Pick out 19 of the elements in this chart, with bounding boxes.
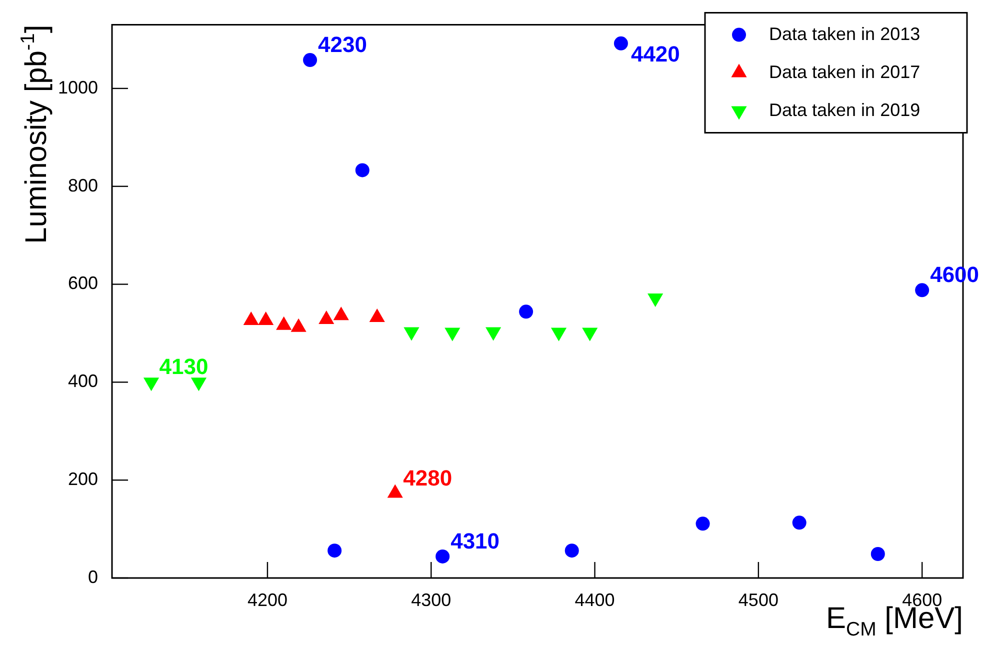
legend-label: Data taken in 2013	[769, 24, 920, 44]
y-tick-label: 800	[68, 175, 98, 196]
x-tick-label: 4500	[738, 590, 778, 610]
y-tick-label: 200	[68, 469, 98, 490]
x-tick-label: 4400	[574, 590, 615, 610]
x-tick-label: 4300	[411, 590, 452, 610]
x-tick-label: 4200	[247, 590, 288, 610]
annotation: 4310	[450, 528, 500, 554]
y-axis-title: Luminosity [pb-1]	[17, 24, 53, 244]
annotation: 4280	[403, 465, 452, 490]
annotation: 4230	[318, 32, 367, 58]
legend-label: Data taken in 2019	[769, 100, 920, 120]
annotation: 4420	[630, 41, 680, 66]
y-tick-label: 1000	[58, 77, 98, 98]
y-tick-label: 400	[68, 371, 98, 392]
annotation: 4130	[159, 354, 208, 380]
legend-label: Data taken in 2017	[769, 62, 920, 82]
y-tick-label: 600	[68, 273, 98, 294]
y-tick-label: 0	[88, 566, 98, 587]
